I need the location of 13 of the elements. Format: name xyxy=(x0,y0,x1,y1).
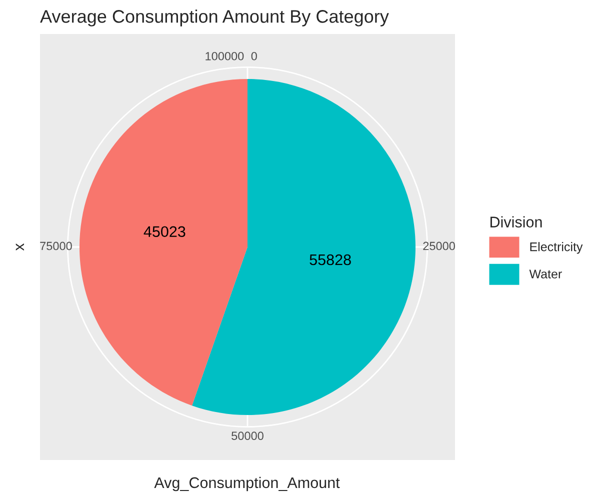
text: 50000 xyxy=(232,432,264,440)
chart-title: Average Consumption Amount By Category xyxy=(40,10,389,26)
text: 0 xyxy=(251,52,257,60)
legend-label: Water xyxy=(529,270,562,278)
text: 75000 xyxy=(40,242,72,250)
legend-label: Electricity xyxy=(530,242,583,254)
text: 100000 xyxy=(206,52,244,60)
data-label: 55828 xyxy=(310,254,351,266)
text: 25000 xyxy=(423,242,455,250)
legend-title: Division xyxy=(490,216,542,228)
data-label: 45023 xyxy=(144,226,186,238)
text: x xyxy=(16,243,24,251)
text: Avg_Consumption_Amount xyxy=(154,476,340,492)
